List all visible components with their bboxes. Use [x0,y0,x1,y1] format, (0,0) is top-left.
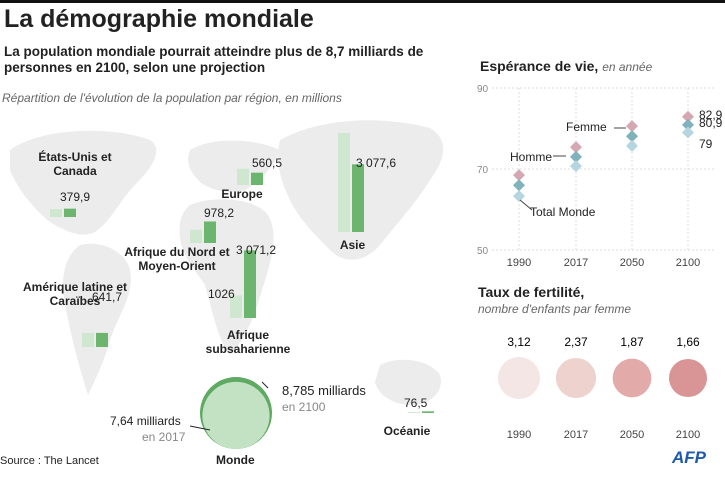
diamond [682,118,694,131]
fertility-bubble [555,357,597,399]
region-bar [82,332,94,347]
series-label: Homme [510,150,553,164]
fertility-bubble [498,357,540,399]
diamond [626,139,638,152]
value-label: 3,12 [507,335,531,349]
credit: AFP [672,448,706,467]
world-value: 8,785 milliards [282,383,366,398]
diamond [513,190,525,203]
region-bar [352,164,364,232]
region-bar [408,412,420,413]
region-bar [237,168,249,185]
x-tick-label: 2017 [564,429,588,441]
value-label: 379,9 [60,190,91,204]
x-tick-label: 2050 [620,257,644,269]
region-bar [251,172,263,185]
diamond [682,110,694,123]
region-label: Océanie [383,424,431,438]
x-tick-label: 2100 [676,257,700,269]
region-label: Asie [339,238,366,252]
title: La démographie mondiale [4,5,314,33]
value-label: 978,2 [204,206,235,220]
fertility-bubble [612,358,652,398]
region-bar [50,209,62,217]
value-label: 76,5 [404,396,428,410]
region-bar [64,208,76,217]
fert-subtitle: nombre d'enfants par femme [478,302,632,316]
diamond [626,120,638,133]
world-year: en 2017 [142,430,186,444]
diamond [513,179,525,192]
end-label: 82,9 [699,107,723,122]
world-bubble [202,381,270,449]
value-label: 1026 [208,287,235,301]
region-label: États-Unis et Canada [38,150,112,179]
diamond [513,169,525,182]
fert-title: Taux de fertilité, [478,284,585,300]
diamond [626,130,638,143]
region-bar [230,295,242,318]
leader [261,381,269,389]
region-label: Afrique subsaharienne [205,328,291,357]
x-tick-label: 2100 [676,429,700,441]
y-tick-label: 50 [477,246,489,257]
value-label: 3 071,2 [236,243,277,257]
series-label: Femme [566,120,607,134]
map-subtitle: Répartition de l'évolution de la populat… [2,91,342,105]
region-bar [422,411,434,413]
region-bar [96,332,108,347]
leader [189,425,211,431]
diamond [570,150,582,163]
diamond [682,126,694,139]
x-tick-label: 1990 [507,429,531,441]
end-label: 80,9 [699,115,723,130]
region-label: Afrique du Nord et Moyen-Orient [124,245,230,274]
y-tick-label: 90 [477,84,489,95]
leader [519,199,533,211]
y-tick-label: 70 [477,165,489,176]
value-label: 3 077,6 [356,156,397,170]
region-bar [204,221,216,243]
life-title: Espérance de vie, [480,58,599,74]
world-year: en 2100 [282,400,326,414]
region-bar [338,133,350,232]
value-label: 560,5 [252,156,283,170]
top-rule [0,0,725,3]
value-label: 2,37 [564,335,588,349]
life-subtitle: en année [602,60,653,74]
subtitle: La population mondiale pourrait atteindr… [4,44,424,76]
x-tick-label: 2017 [564,257,588,269]
series-label: Total Monde [530,205,596,219]
x-tick-label: 2050 [620,429,644,441]
region-bar [244,250,256,318]
region-bar [190,229,202,243]
x-tick-label: 1990 [507,257,531,269]
diamond [570,160,582,173]
value-label: 641,7 [92,290,123,304]
value-label: 1,66 [676,335,700,349]
diamond [570,141,582,154]
end-label: 79 [699,136,713,151]
value-label: 1,87 [620,335,644,349]
region-label: Amérique latine et Caraïbes [22,280,128,309]
world-label: Monde [216,453,255,467]
world-value: 7,64 milliards [110,414,181,428]
region-label: Europe [221,187,263,201]
source: Source : The Lancet [0,455,99,467]
fertility-bubble [668,358,708,398]
life-heading: Espérance de vie, en année [480,58,652,75]
